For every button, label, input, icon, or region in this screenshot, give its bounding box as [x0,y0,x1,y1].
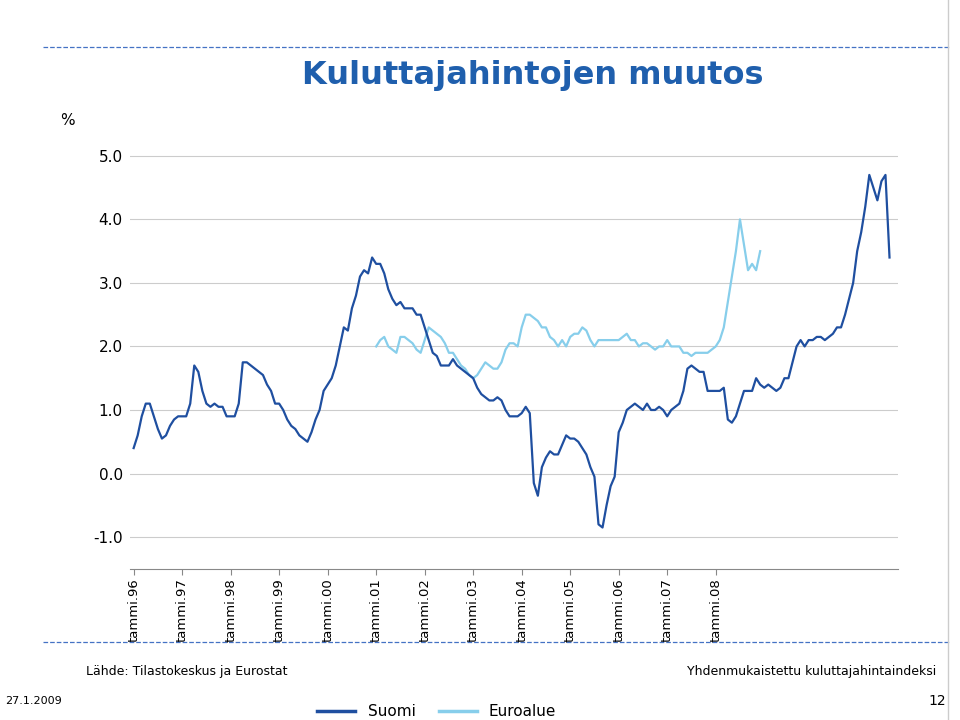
Text: 27.1.2009: 27.1.2009 [5,696,61,706]
Text: Yhdenmukaistettu kuluttajahintaindeksi: Yhdenmukaistettu kuluttajahintaindeksi [686,665,936,678]
Text: Kuluttajahintojen muutos: Kuluttajahintojen muutos [302,60,763,91]
Text: Lähde: Tilastokeskus ja Eurostat: Lähde: Tilastokeskus ja Eurostat [86,665,288,678]
Legend: Suomi, Euroalue: Suomi, Euroalue [311,698,563,720]
Text: %: % [60,113,75,128]
Text: 12: 12 [928,693,946,708]
